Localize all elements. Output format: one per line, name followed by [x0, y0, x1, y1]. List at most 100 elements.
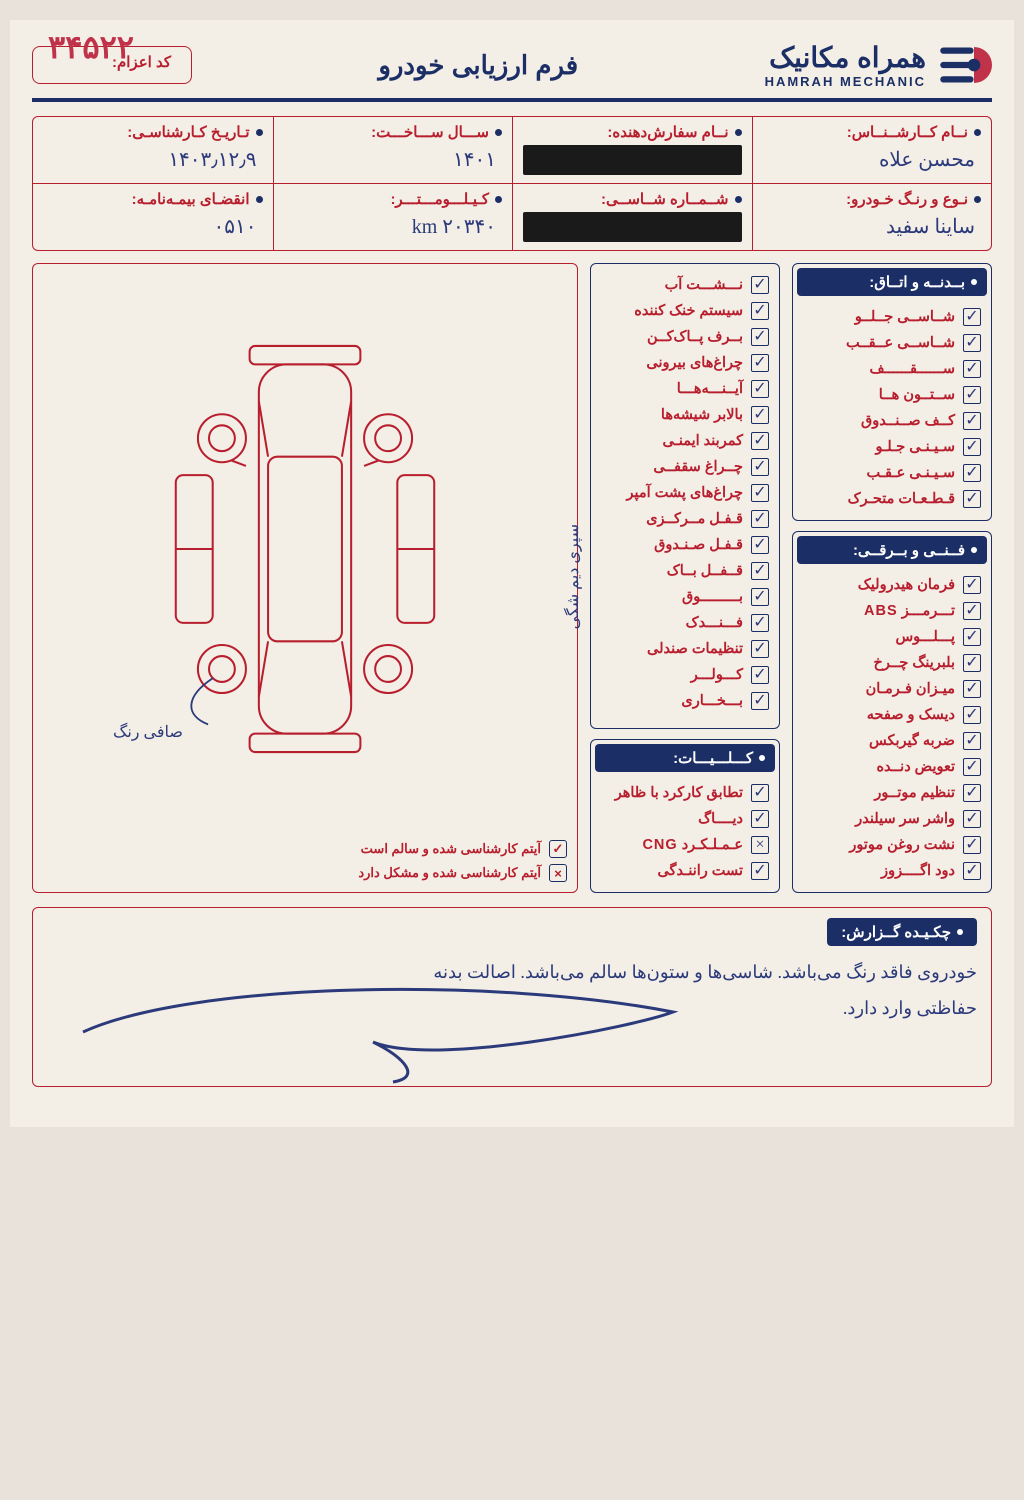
checklist-label: دیسک و صفحه: [803, 707, 955, 723]
checkbox-icon: ✓: [963, 706, 981, 724]
form-page: ۳۴۵۲۲ همراه مکانیک HAMRAH MECHANIC فرم ا…: [10, 20, 1014, 1127]
header: همراه مکانیک HAMRAH MECHANIC فرم ارزیابی…: [32, 38, 992, 102]
checklist-row: ✓ شــاســی جــلــو: [803, 304, 981, 330]
checklist-row: ✓دود اگــــزوز: [803, 858, 981, 884]
checkbox-icon: ✓: [963, 654, 981, 672]
checklist-label: شــاســی جــلــو: [803, 309, 955, 325]
diagram-annotation-side: سپری دیم شگی: [564, 524, 583, 629]
brand-name-fa: همراه مکانیک: [765, 41, 926, 74]
info-label: کـیـلـــومـــتـــر:: [284, 190, 503, 208]
checkbox-icon: ✓: [751, 276, 769, 294]
checklist-label: قـفـل مــرکــزی: [601, 511, 743, 527]
checklist-label: ســتــون هــا: [803, 387, 955, 403]
checklist-row: ×عـمـلـکـرد CNG: [601, 832, 769, 858]
diagram-annotation-wheel: صافی رنگ: [113, 722, 183, 742]
checklist-row: ✓ســــــقــــــف: [803, 356, 981, 382]
checklist-row: ✓قــفــل بــاک: [601, 558, 769, 584]
info-cell: نـوع و رنـگ خـودرو:ساینا سفید: [752, 184, 992, 250]
checkbox-icon: ✓: [963, 490, 981, 508]
legend-bad: × آیتم کارشناسی شده و مشکل دارد: [43, 864, 567, 882]
checklist-label: قـفـل صـنـدوق: [601, 537, 743, 553]
checklist-row: ✓تطابق کارکرد با ظاهر: [601, 780, 769, 806]
checklist-label: بــرف پــاک‌کــن: [601, 329, 743, 345]
checklist-label: تنظیم موتــور: [803, 785, 955, 801]
checklist-label: بـــخـــاری: [601, 693, 743, 709]
form-number: ۳۴۵۲۲: [48, 28, 134, 66]
checklist-row: ✓چراغ‌های بیرونی: [601, 350, 769, 376]
checklist-row: ✓ قـفـل صـنـدوق: [601, 532, 769, 558]
checkbox-icon: ✓: [751, 432, 769, 450]
tech-panel: فــنــی و بــرقــی: ✓ فرمان هیدرولیک ✓ تـــ…: [792, 531, 992, 893]
checkbox-icon: ✓: [963, 334, 981, 352]
tech-panel-title: فــنــی و بــرقــی:: [797, 536, 987, 564]
general-panel-title: کـــلـــیـــات:: [595, 744, 775, 772]
checklist-row: ✓کـــولـــر: [601, 662, 769, 688]
checklist-row: ✓ بـــخـــاری: [601, 688, 769, 714]
info-label: نـوع و رنـگ خـودرو:: [763, 190, 982, 208]
checklist-row: ✓ قـفـل مــرکــزی: [601, 506, 769, 532]
checklist-row: ✓تست راننـدگی: [601, 858, 769, 884]
checklist-row: ✓ پـــلـــوس: [803, 624, 981, 650]
checkbox-icon: ✓: [963, 784, 981, 802]
info-label: انقضـای بیمـه‌نامـه:: [43, 190, 263, 208]
info-cell: انقضـای بیمـه‌نامـه:۰۵۱۰: [33, 184, 273, 250]
checklist-label: تـــرمـــز ABS: [803, 603, 955, 619]
checkbox-icon: ✓: [751, 328, 769, 346]
legend-bad-icon: ×: [549, 864, 567, 882]
checklist-label: عـمـلـکـرد CNG: [601, 837, 743, 853]
info-label: ســـال ســـاخـــت:: [284, 123, 503, 141]
signature-icon: [73, 972, 693, 1092]
checklist-label: میـزان فـرمـان: [803, 681, 955, 697]
checklist-label: سـیـنـی جـلـو: [803, 439, 955, 455]
checkbox-icon: ✓: [751, 692, 769, 710]
checklist-row: ✓ بــرف پــاک‌کــن: [601, 324, 769, 350]
checklist-label: دود اگــــزوز: [803, 863, 955, 879]
checklist-row: ✓ دیسک و صفحه: [803, 702, 981, 728]
info-value: ۱۴۰۱: [284, 141, 503, 172]
checklist-label: کــف صــنــدوق: [803, 413, 955, 429]
checkbox-icon: ✓: [751, 536, 769, 554]
info-cell: ســـال ســـاخـــت:۱۴۰۱: [273, 117, 513, 184]
info-value: ساینا سفید: [763, 208, 982, 239]
checklist-row: ✓آیــنـــه‌هـــا: [601, 376, 769, 402]
checklist-label: شــاســی عــقــب: [803, 335, 955, 351]
checklist-label: دیــــاگ: [601, 811, 743, 827]
general-panel: کـــلـــیـــات: ✓تطابق کارکرد با ظاهر✓دی…: [590, 739, 780, 893]
checkbox-icon: ✓: [963, 412, 981, 430]
checklist-row: ✓بالابر شیشه‌ها: [601, 402, 769, 428]
checklist-label: چــراغ سقفــی: [601, 459, 743, 475]
checklist-row: ✓بلبرینگ چــرخ: [803, 650, 981, 676]
checklist-row: ✓نشت روغن موتور: [803, 832, 981, 858]
body-panel: بــدنــه و اتــاق: ✓ شــاســی جــلــو ✓ شــ…: [792, 263, 992, 521]
checkbox-icon: ✓: [751, 354, 769, 372]
checklist-row: ✓ فـــنـــدک: [601, 610, 769, 636]
checklist-label: فـــنـــدک: [601, 615, 743, 631]
info-cell: نــام کــارشــنــاس:محسن علاه: [752, 117, 992, 184]
checkbox-icon: ✓: [751, 510, 769, 528]
checkbox-icon: ✓: [751, 484, 769, 502]
checklist-label: فرمان هیدرولیک: [803, 577, 955, 593]
info-value: محسن علاه: [763, 141, 982, 172]
checklist-row: ✓ تنظیم موتــور: [803, 780, 981, 806]
car-diagram-panel: سپری دیم شگی: [32, 263, 578, 893]
info-value: ۱۴۰۳٫۱۲٫۹: [43, 141, 263, 172]
checklist-label: نـــشـــت آب: [601, 277, 743, 293]
checklist-row: ✓واشر سر سیلندر: [803, 806, 981, 832]
checklist-row: ✓دیــــاگ: [601, 806, 769, 832]
checkbox-icon: ✓: [751, 614, 769, 632]
checkbox-icon: ✓: [751, 380, 769, 398]
checkbox-icon: ✓: [751, 458, 769, 476]
checklist-label: سیستم خنک کننده: [601, 303, 743, 319]
checklist-label: پـــلـــوس: [803, 629, 955, 645]
info-value: ۰۵۱۰: [43, 208, 263, 239]
checklist-label: قــفــل بــاک: [601, 563, 743, 579]
report-title: چکـیـده گــزارش:: [827, 918, 977, 946]
body-panel-title: بــدنــه و اتــاق:: [797, 268, 987, 296]
checkbox-icon: ✓: [751, 302, 769, 320]
checkbox-icon: ✓: [963, 628, 981, 646]
checklist-label: تنظیمات صندلی: [601, 641, 743, 657]
checklist-row: ✓بـــــــــوق: [601, 584, 769, 610]
brand: همراه مکانیک HAMRAH MECHANIC: [765, 38, 992, 92]
checkbox-icon: ✓: [963, 308, 981, 326]
checklist-row: ✓ سیستم خنک کننده: [601, 298, 769, 324]
